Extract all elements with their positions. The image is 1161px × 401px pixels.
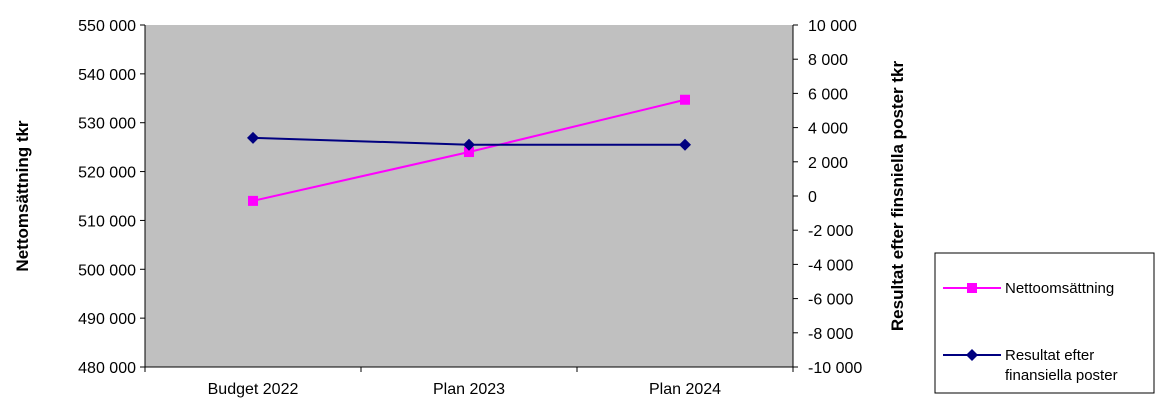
- data-point-nettoomsattning: [680, 94, 690, 105]
- right-tick-label: -6 000: [808, 292, 853, 309]
- x-ticks: Budget 2022 Plan 2023 Plan 2024: [144, 367, 794, 398]
- x-tick-label: Plan 2023: [433, 381, 505, 398]
- data-point-resultat: [463, 138, 475, 151]
- data-point-resultat: [247, 131, 259, 144]
- right-tick-label: -10 000: [808, 360, 862, 377]
- series-group: [247, 94, 691, 206]
- legend-box: [934, 252, 1155, 394]
- right-tick-label: 8 000: [808, 52, 848, 69]
- legend: Nettoomsättning Resultat efter finansiella…: [934, 252, 1155, 394]
- x-tick-label: Plan 2024: [649, 381, 721, 398]
- right-tick-label: 6 000: [808, 86, 848, 103]
- plot-area: [145, 25, 793, 367]
- right-tick-label: 2 000: [808, 155, 848, 172]
- left-tick-label: 520 000: [78, 165, 136, 182]
- legend-label-resultat: Resultat efter: [1005, 347, 1094, 364]
- right-y-ticks: -10 000 -8 000 -6 000 -4 000 -2 000 0 2 000 4 0…: [793, 18, 862, 377]
- right-tick-label: 4 000: [808, 121, 848, 138]
- right-tick-label: 10 000: [808, 18, 857, 35]
- legend-label-nettoomsattning: Nettoomsättning: [1005, 280, 1114, 297]
- x-tick-label: Budget 2022: [208, 381, 299, 398]
- left-tick-label: 480 000: [78, 360, 136, 377]
- right-tick-label: -8 000: [808, 326, 853, 343]
- left-tick-label: 530 000: [78, 116, 136, 133]
- data-point-resultat: [679, 138, 691, 151]
- left-tick-label: 550 000: [78, 18, 136, 35]
- right-tick-label: 0: [808, 189, 817, 206]
- right-tick-label: -2 000: [808, 223, 853, 240]
- left-axis-title: Nettomsättning tkr: [13, 120, 32, 272]
- left-tick-label: 500 000: [78, 262, 136, 279]
- legend-marker-resultat: [966, 349, 978, 361]
- right-tick-label: -4 000: [808, 257, 853, 274]
- left-tick-label: 490 000: [78, 311, 136, 328]
- right-axis-title: Resultat efter finsniella poster tkr: [888, 61, 907, 332]
- left-y-ticks: 480 000 490 000 500 000 510 000 520 000 530 0…: [78, 18, 145, 377]
- left-tick-label: 540 000: [78, 67, 136, 84]
- data-point-nettoomsattning: [464, 147, 474, 158]
- legend-label-resultat: finansiella poster: [1005, 367, 1118, 384]
- left-tick-label: 510 000: [78, 213, 136, 230]
- data-point-nettoomsattning: [248, 195, 258, 206]
- legend-marker-nettoomsattning: [967, 283, 977, 293]
